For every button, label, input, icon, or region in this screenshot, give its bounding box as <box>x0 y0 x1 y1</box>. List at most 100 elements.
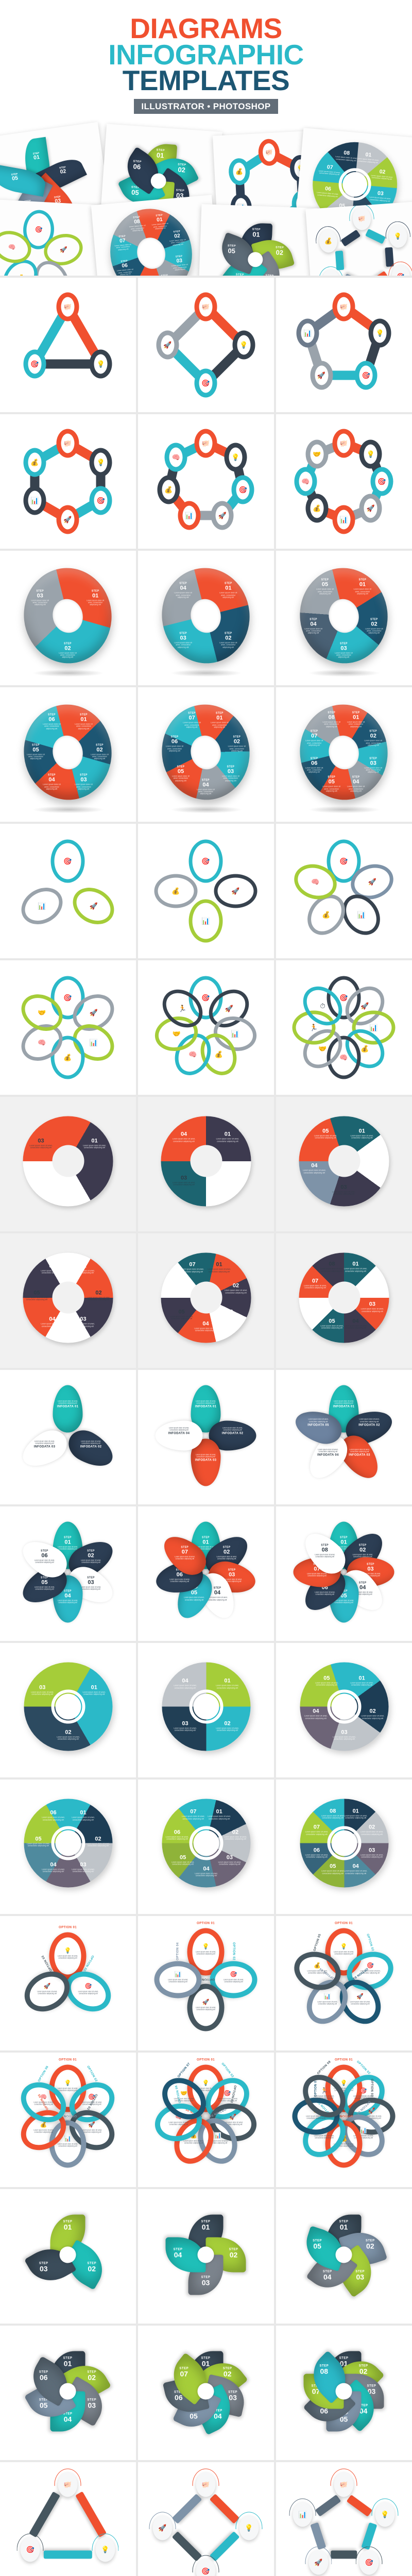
flat-donut[interactable] <box>161 1252 251 1343</box>
petal-step-6[interactable]: STEP 01 Lorem ipsum dolor sit amet, consec… <box>0 1506 136 1641</box>
preview-card-arc[interactable]: 🐖💡🎯🚀📊💰 <box>305 201 412 276</box>
blade-step-8[interactable]: STEP01STEP02STEP03STEP04STEP05STEP06STEP… <box>276 2326 412 2460</box>
chain-node[interactable]: 📊 <box>332 505 355 534</box>
flat-donut-4-steps[interactable]: 01 Lorem ipsum dolor sit amet, consectetu… <box>138 1097 274 1231</box>
process-arc[interactable] <box>171 2493 202 2524</box>
process-arc[interactable] <box>43 2550 92 2558</box>
process-arc[interactable] <box>368 270 389 276</box>
chain-node[interactable]: 🧠 <box>164 443 187 472</box>
chain-node[interactable]: 📊 <box>178 501 201 530</box>
rings-option-4[interactable]: 💡 Lorem ipsum dolor sit amet, consectetur… <box>138 1916 274 2050</box>
donut3d-6-steps[interactable]: STEP 01 Lorem ipsum dolor sit amet, consec… <box>0 687 136 822</box>
process-arc[interactable] <box>209 2493 240 2524</box>
chain-node[interactable]: 🎯 <box>370 467 393 496</box>
pie-arrow-3[interactable]: 01 Lorem ipsum dolor sit amet, consectetu… <box>0 1643 136 1777</box>
petal-infodata-3[interactable]: Lorem ipsum dolor sit amet, consectetur … <box>0 1370 136 1504</box>
loop-3-steps[interactable]: 🎯 🚀 📊 <box>0 824 136 958</box>
process-arc[interactable] <box>209 2531 240 2562</box>
chain-6-steps[interactable]: 🐖 💡 🎯 🚀 📊 💰 <box>0 414 136 549</box>
rings-option-5[interactable]: 💡 Lorem ipsum dolor sit amet, consectetur… <box>276 1916 412 2050</box>
chain-node[interactable]: 💡 <box>232 330 255 359</box>
chain-node[interactable]: 💡 <box>89 448 112 477</box>
process-arc[interactable] <box>75 2491 107 2537</box>
loop-4-steps[interactable]: 🎯 🚀 📊 💰 <box>138 824 274 958</box>
chain-node[interactable]: 🎯 <box>354 361 377 390</box>
chain-node[interactable]: 🎯 <box>89 486 112 515</box>
pie-arrow-6[interactable]: 01 Lorem ipsum dolor sit amet, consectetu… <box>0 1780 136 1914</box>
loop-7-steps[interactable]: 🎯 🚀 📊 💰 🧠 🤝 🏃 <box>138 960 274 1095</box>
loop-node[interactable] <box>327 976 361 1019</box>
flat-donut-3-steps[interactable]: 01 Lorem ipsum dolor sit amet, consectetu… <box>0 1097 136 1231</box>
chain-4-steps[interactable]: 🐖 💡 🎯 🚀 <box>138 278 274 412</box>
chain-node[interactable]: 🚀 <box>211 501 234 530</box>
loop-node[interactable] <box>188 839 223 883</box>
interlock-ring[interactable] <box>49 1932 87 1979</box>
pie-arrow-4[interactable]: 01 Lorem ipsum dolor sit amet, consectetu… <box>138 1643 274 1777</box>
preview-card-loop[interactable]: 🎯 🚀 📊 💰 🧠 <box>0 199 103 276</box>
process-arc[interactable] <box>346 2495 373 2517</box>
chain-node[interactable]: 📊 <box>23 486 46 515</box>
petal-step-8[interactable]: STEP 01 Lorem ipsum dolor sit amet, consec… <box>276 1506 412 1641</box>
chain-3-steps[interactable]: 🐖 💡 🎯 <box>0 278 136 412</box>
arc-bubbles-5[interactable]: 🐖 💡 🎯 🚀 📊 <box>276 2462 412 2576</box>
chain-node[interactable]: 🐖 <box>56 429 79 457</box>
petal-infodata-4[interactable]: Lorem ipsum dolor sit amet, consectetur … <box>138 1370 274 1504</box>
flat-donut[interactable] <box>23 1116 113 1206</box>
chain-5-steps[interactable]: 🐖 💡 🎯 🚀 📊 <box>276 278 412 412</box>
interlock-ring[interactable] <box>325 2064 363 2112</box>
chain-node[interactable]: 🐖 <box>194 429 217 457</box>
rings-option-3[interactable]: 💡 Lorem ipsum dolor sit amet, consectetur… <box>0 1916 136 2050</box>
loop-node[interactable] <box>327 839 361 883</box>
loop-node[interactable] <box>50 976 85 1019</box>
chain-node[interactable]: 💡 <box>368 318 391 348</box>
chain-node[interactable]: 🐖 <box>194 292 217 321</box>
chain-node[interactable]: 🚀 <box>359 494 382 523</box>
process-arc[interactable] <box>331 2550 357 2558</box>
pie-arrow-8[interactable]: 01 Lorem ipsum dolor sit amet, consectetu… <box>276 1780 412 1914</box>
process-arc[interactable] <box>310 2522 327 2550</box>
rings-option-6[interactable]: 💡 Lorem ipsum dolor sit amet, consectetur… <box>0 2053 136 2187</box>
petal-segment[interactable] <box>53 1385 83 1432</box>
petal-infodata-5[interactable]: Lorem ipsum dolor sit amet, consectetur … <box>276 1370 412 1504</box>
arc-bubbles-4[interactable]: 🐖 💡 🎯 🚀 <box>138 2462 274 2576</box>
donut3d-4-steps[interactable]: STEP 01 Lorem ipsum dolor sit amet, consec… <box>138 551 274 685</box>
process-arc[interactable] <box>315 2495 341 2517</box>
pie-arrow-5[interactable]: 01 Lorem ipsum dolor sit amet, consectetu… <box>276 1643 412 1777</box>
flat-donut[interactable] <box>23 1252 113 1343</box>
process-arc[interactable] <box>365 228 386 244</box>
donut3d-7-steps[interactable]: STEP 01 Lorem ipsum dolor sit amet, consec… <box>138 687 274 822</box>
donut3d-8-steps[interactable]: STEP 01 Lorem ipsum dolor sit amet, consec… <box>276 687 412 822</box>
donut3d-3-steps[interactable]: STEP 01 Lorem ipsum dolor sit amet, consec… <box>0 551 136 685</box>
chain-node[interactable]: 🎯 <box>23 349 46 378</box>
chain-node[interactable]: 💡 <box>359 439 382 469</box>
chain-node[interactable]: 🐖 <box>332 292 355 321</box>
pie-arrow-7[interactable]: 01 Lorem ipsum dolor sit amet, consectetu… <box>138 1780 274 1914</box>
process-arc[interactable] <box>335 250 345 270</box>
chain-8-steps[interactable]: 🐖 💡 🎯 🚀 📊 💰 🧠 🤝 <box>276 414 412 549</box>
interlock-ring[interactable] <box>187 2064 225 2112</box>
chain-node[interactable]: 🐖 <box>56 292 79 321</box>
arc-bubbles-3[interactable]: 🐖 💡 🎯 <box>0 2462 136 2576</box>
process-arc[interactable] <box>171 2531 202 2562</box>
rings-option-8[interactable]: 💡 Lorem ipsum dolor sit amet, consectetur… <box>276 2053 412 2187</box>
interlock-ring[interactable] <box>325 1928 363 1975</box>
chain-node[interactable]: 🚀 <box>56 505 79 534</box>
chain-node[interactable]: 💰 <box>305 494 329 523</box>
chain-node[interactable]: 💰 <box>157 475 180 504</box>
blade-step-4[interactable]: STEP 01 STEP 02 STEP 03 STEP 04 <box>138 2189 274 2324</box>
loop-node[interactable] <box>188 976 223 1019</box>
chain-node[interactable]: 🐖 <box>332 429 355 457</box>
flat-donut-6-steps[interactable]: 01 Lorem ipsum dolor sit amet, consectetu… <box>0 1233 136 1368</box>
process-arc[interactable] <box>385 247 394 267</box>
flat-donut-8-steps[interactable]: 01 Lorem ipsum dolor sit amet, consectetu… <box>276 1233 412 1368</box>
chain-node[interactable]: 📊 <box>296 318 319 348</box>
blade-step-6[interactable]: STEP 01 STEP 02 STEP 03 STEP 04 STEP 05 STEP 06 <box>0 2326 136 2460</box>
blade-step-5[interactable]: STEP 01 STEP 02 STEP 03 STEP 04 STEP 05 <box>276 2189 412 2324</box>
loop-6-steps[interactable]: 🎯 🚀 📊 💰 🧠 🤝 <box>0 960 136 1095</box>
donut-3d[interactable] <box>157 563 254 668</box>
donut-3d[interactable] <box>295 700 392 804</box>
loop-8-steps[interactable]: 🎯 🚀 📊 💰 🧠 🤝 🏃 ⏱ <box>276 960 412 1095</box>
chain-node[interactable]: 🎯 <box>194 368 217 397</box>
rings-option-7[interactable]: 💡 Lorem ipsum dolor sit amet, consectetur… <box>138 2053 274 2187</box>
